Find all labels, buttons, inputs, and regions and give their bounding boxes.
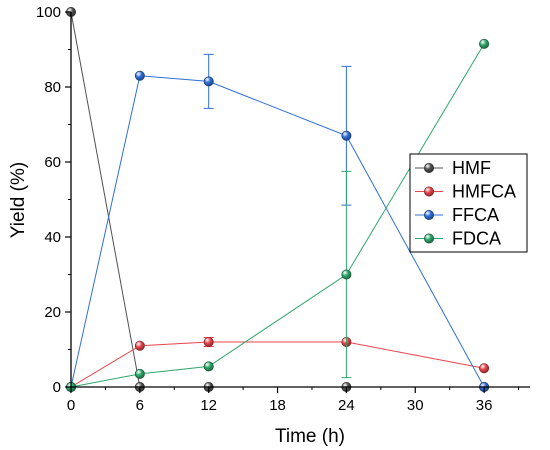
legend-label: FDCA [452, 229, 501, 249]
legend-item: FDCA [415, 229, 501, 249]
y-tick-label: 0 [53, 379, 61, 396]
x-axis-label: Time (h) [275, 426, 345, 447]
legend-marker [423, 233, 434, 244]
x-tick-label: 12 [200, 397, 217, 414]
x-tick-label: 18 [269, 397, 286, 414]
legend-marker [423, 186, 434, 197]
legend-item: HMF [415, 158, 491, 178]
x-tick-label: 6 [136, 397, 144, 414]
x-tick-label: 36 [476, 397, 493, 414]
legend-marker [423, 162, 434, 173]
y-tick-label: 100 [36, 4, 61, 21]
data-point [134, 340, 145, 351]
y-axis-label: Yield (%) [8, 162, 29, 238]
legend-label: HMFCA [452, 182, 516, 202]
y-tick-label: 40 [44, 229, 61, 246]
legend-item: HMFCA [415, 182, 516, 202]
y-tick-label: 80 [44, 79, 61, 96]
y-tick-label: 20 [44, 304, 61, 321]
axes: 0 6 12 18 24 30 36 0 20 40 60 80 100 [36, 4, 530, 414]
legend-label: FFCA [452, 205, 499, 225]
data-point [341, 130, 352, 141]
data-point [203, 336, 214, 347]
data-point [134, 368, 145, 379]
data-point [203, 76, 214, 87]
data-point [479, 363, 490, 374]
legend-marker [423, 209, 434, 220]
data-point [134, 70, 145, 81]
legend-item: FFCA [415, 205, 499, 225]
x-tick-label: 24 [338, 397, 355, 414]
x-tick-label: 0 [67, 397, 75, 414]
series-ffca [66, 53, 490, 392]
legend: HMF HMFCA FFCA FDCA [409, 153, 528, 253]
x-tick-label: 30 [407, 397, 424, 414]
series-hmfca [66, 336, 490, 392]
data-point [479, 38, 490, 49]
legend-label: HMF [452, 158, 491, 178]
y-tick-label: 60 [44, 154, 61, 171]
data-point [341, 269, 352, 280]
data-point [203, 361, 214, 372]
